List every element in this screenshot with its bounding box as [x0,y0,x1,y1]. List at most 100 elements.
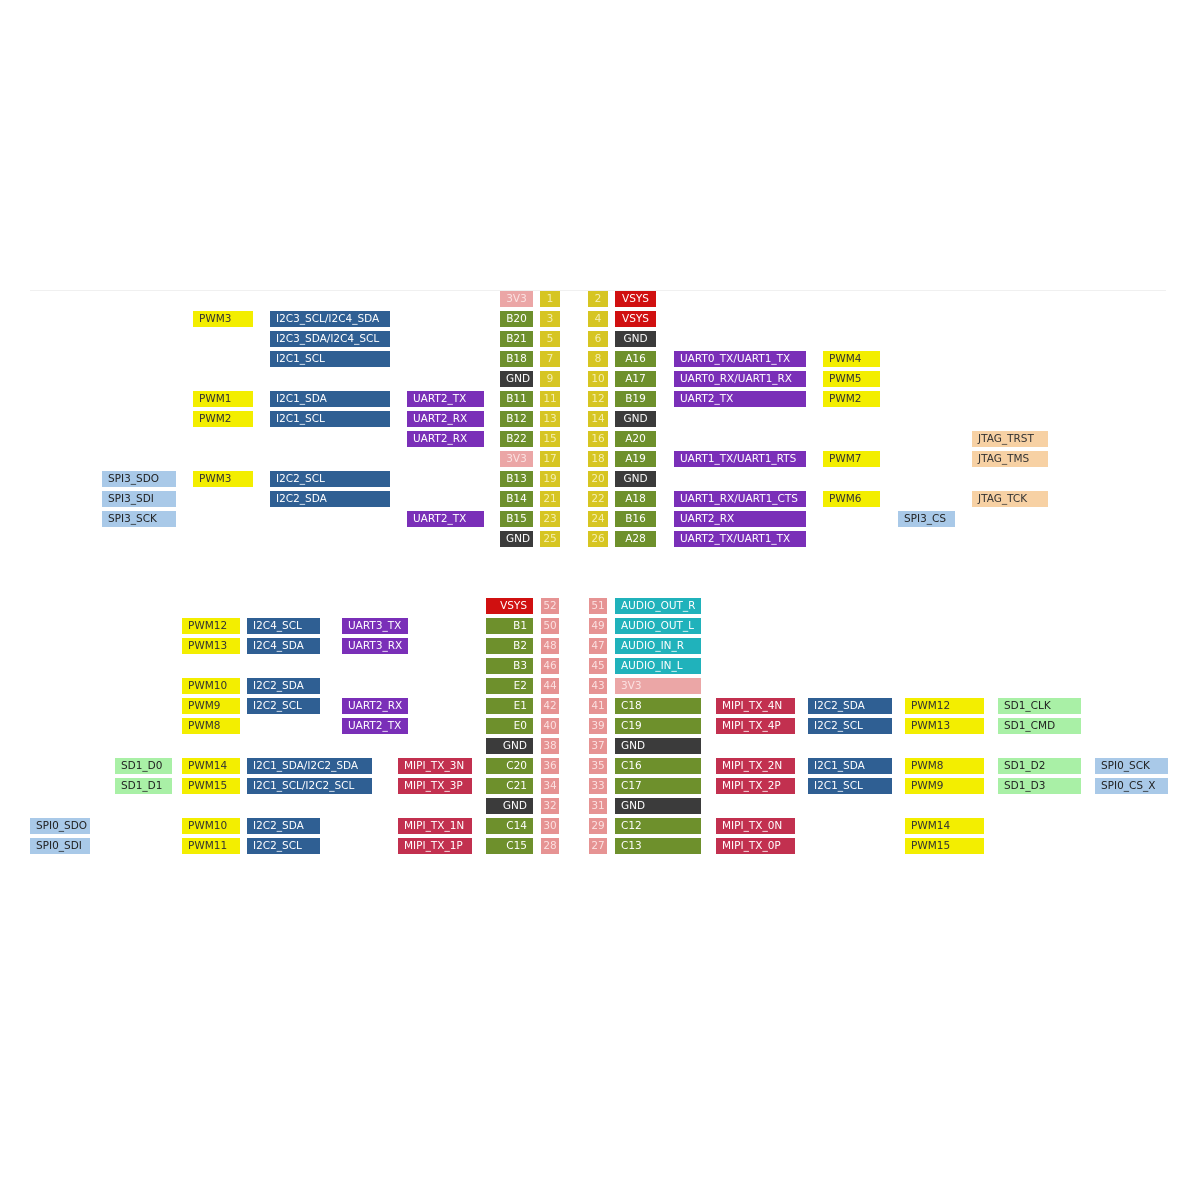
pin-number: 36 [541,758,559,774]
function-label: PWM8 [182,718,240,734]
pin-number: 41 [589,698,607,714]
function-label: UART2_TX [674,391,806,407]
function-label: PWM12 [182,618,240,634]
pin-number: 8 [588,351,608,367]
pin-name: C19 [615,718,701,734]
function-label: I2C2_SDA [247,678,320,694]
pin-number: 17 [540,451,560,467]
function-label: I2C2_SCL [808,718,892,734]
pin-name: GND [615,471,656,487]
pin-number: 49 [589,618,607,634]
pin-number: 31 [589,798,607,814]
function-label: I2C2_SCL [270,471,390,487]
pin-number: 50 [541,618,559,634]
pin-name: A20 [615,431,656,447]
pin-number: 5 [540,331,560,347]
function-label: MIPI_TX_3P [398,778,472,794]
pin-number: 39 [589,718,607,734]
function-label: SD1_D1 [115,778,172,794]
function-label: MIPI_TX_1P [398,838,472,854]
pin-number: 23 [540,511,560,527]
pin-name: B14 [500,491,533,507]
pin-name: GND [500,371,533,387]
pin-name: C15 [486,838,533,854]
pin-name: A28 [615,531,656,547]
divider [30,290,1166,291]
pin-number: 45 [589,658,607,674]
function-label: PWM2 [193,411,253,427]
function-label: PWM10 [182,818,240,834]
pin-name: GND [615,331,656,347]
function-label: PWM2 [823,391,880,407]
function-label: JTAG_TMS [972,451,1048,467]
function-label: JTAG_TRST [972,431,1048,447]
function-label: I2C3_SDA/I2C4_SCL [270,331,390,347]
pin-name: B3 [486,658,533,674]
pin-number: 9 [540,371,560,387]
function-label: PWM14 [182,758,240,774]
function-label: MIPI_TX_1N [398,818,472,834]
pin-name: B12 [500,411,533,427]
pin-name: C12 [615,818,701,834]
function-label: MIPI_TX_2N [716,758,795,774]
pin-number: 40 [541,718,559,734]
function-label: SD1_D3 [998,778,1081,794]
pin-name: B20 [500,311,533,327]
pin-name: E1 [486,698,533,714]
pin-name: B19 [615,391,656,407]
pin-name: GND [615,798,701,814]
function-label: I2C3_SCL/I2C4_SDA [270,311,390,327]
pin-name: GND [500,531,533,547]
function-label: UART2_TX [342,718,408,734]
function-label: I2C1_SDA/I2C2_SDA [247,758,372,774]
pin-name: AUDIO_IN_R [615,638,701,654]
pin-number: 28 [541,838,559,854]
function-label: PWM3 [193,471,253,487]
pin-number: 37 [589,738,607,754]
pin-number: 15 [540,431,560,447]
pin-number: 6 [588,331,608,347]
pin-name: B13 [500,471,533,487]
pin-name: E0 [486,718,533,734]
pin-name: C16 [615,758,701,774]
function-label: SPI3_SDI [102,491,176,507]
pin-name: AUDIO_OUT_L [615,618,701,634]
function-label: UART3_RX [342,638,408,654]
function-label: I2C2_SCL [247,838,320,854]
pin-number: 21 [540,491,560,507]
pin-number: 27 [589,838,607,854]
function-label: PWM5 [823,371,880,387]
pin-number: 34 [541,778,559,794]
pin-name: GND [615,738,701,754]
function-label: PWM9 [182,698,240,714]
function-label: SPI0_SDI [30,838,90,854]
pin-number: 12 [588,391,608,407]
pin-number: 24 [588,511,608,527]
pin-name: A16 [615,351,656,367]
function-label: PWM4 [823,351,880,367]
function-label: MIPI_TX_2P [716,778,795,794]
pin-name: C13 [615,838,701,854]
function-label: SD1_D0 [115,758,172,774]
function-label: I2C4_SDA [247,638,320,654]
pin-name: AUDIO_IN_L [615,658,701,674]
function-label: I2C1_SDA [270,391,390,407]
function-label: PWM1 [193,391,253,407]
pin-number: 22 [588,491,608,507]
function-label: PWM3 [193,311,253,327]
pin-name: E2 [486,678,533,694]
function-label: PWM11 [182,838,240,854]
function-label: PWM8 [905,758,984,774]
function-label: I2C2_SDA [247,818,320,834]
function-label: I2C2_SDA [270,491,390,507]
function-label: PWM7 [823,451,880,467]
pin-name: B11 [500,391,533,407]
pin-name: C14 [486,818,533,834]
function-label: I2C1_SCL [270,411,390,427]
function-label: I2C1_SDA [808,758,892,774]
function-label: PWM10 [182,678,240,694]
pin-number: 19 [540,471,560,487]
pin-number: 11 [540,391,560,407]
function-label: UART2_RX [407,431,484,447]
